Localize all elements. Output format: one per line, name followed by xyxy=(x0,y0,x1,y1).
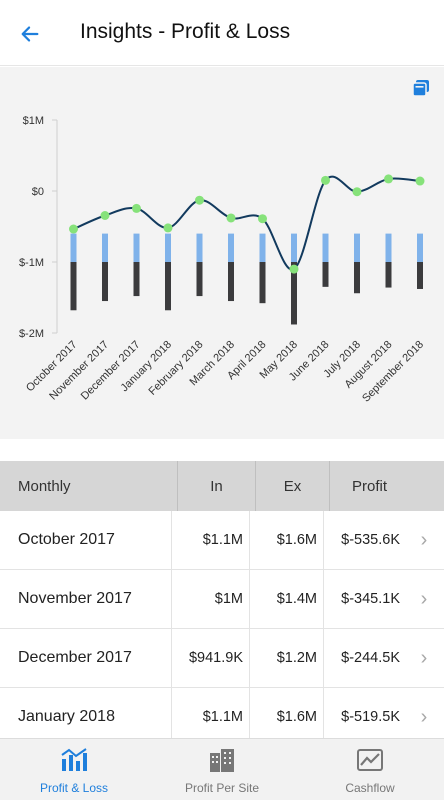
tab-profit-per-site[interactable]: Profit Per Site xyxy=(148,739,296,800)
row-in: $941.9K xyxy=(172,628,250,688)
row-in: $1M xyxy=(172,569,250,629)
income-bar xyxy=(102,233,108,266)
profit-point xyxy=(163,223,173,233)
row-ex: $1.2M xyxy=(250,628,324,688)
row-ex: $1.6M xyxy=(250,687,324,738)
y-tick-label: $0 xyxy=(32,186,44,198)
row-ex: $1.6M xyxy=(250,511,324,570)
expense-bar xyxy=(259,262,266,304)
table-row[interactable]: November 2017 $1M $1.4M $-345.1K › xyxy=(0,569,444,629)
table-header: Monthly In Ex Profit xyxy=(0,461,444,511)
expense-bar xyxy=(228,262,234,302)
row-ex: $1.4M xyxy=(250,569,324,629)
page-title: Insights - Profit & Loss xyxy=(80,20,291,43)
y-tick-label: $-1M xyxy=(19,257,44,269)
row-month: December 2017 xyxy=(0,628,172,688)
profit-point xyxy=(132,203,141,213)
row-profit: $-244.5K xyxy=(341,650,400,666)
app-header: Insights - Profit & Loss xyxy=(0,0,444,66)
profit-point xyxy=(352,187,362,197)
income-bar xyxy=(133,233,140,269)
bottom-tab-bar: Profit & Loss Profit Per Site Cashflow xyxy=(0,738,444,800)
tab-cashflow[interactable]: Cashflow xyxy=(296,739,444,800)
income-bar xyxy=(70,233,77,262)
row-profit: $-535.6K xyxy=(341,532,400,548)
y-tick-label: $-2M xyxy=(19,328,44,340)
row-month: October 2017 xyxy=(0,511,172,570)
row-in: $1.1M xyxy=(172,511,250,570)
tab-label: Cashflow xyxy=(345,781,395,795)
table-row[interactable]: January 2018 $1.1M $1.6M $-519.5K › xyxy=(0,687,444,738)
expense-bar xyxy=(133,262,140,297)
copy-icon xyxy=(412,80,429,97)
tab-profit-loss[interactable]: Profit & Loss xyxy=(0,739,148,800)
tab-label: Profit & Loss xyxy=(39,781,109,795)
profit-point xyxy=(226,213,236,223)
income-bar xyxy=(196,233,203,262)
bar-chart-icon xyxy=(61,748,87,771)
profit-point xyxy=(415,176,425,186)
expense-bar xyxy=(354,262,360,294)
table-row[interactable]: October 2017 $1.1M $1.6M $-535.6K › xyxy=(0,511,444,570)
profit-point xyxy=(195,195,204,205)
row-profit: $-519.5K xyxy=(341,709,400,725)
copy-button[interactable] xyxy=(412,79,430,97)
profit-point xyxy=(321,175,330,185)
header-ex: Ex xyxy=(256,461,330,511)
profit-point xyxy=(69,224,78,234)
back-button[interactable] xyxy=(14,18,46,50)
income-bar xyxy=(417,233,423,262)
expense-bar xyxy=(102,262,108,302)
y-tick-label: $1M xyxy=(23,115,44,127)
monthly-list[interactable]: October 2017 $1.1M $1.6M $-535.6K › Nove… xyxy=(0,511,444,738)
chevron-right-icon: › xyxy=(420,646,428,669)
header-monthly: Monthly xyxy=(0,461,178,511)
header-in: In xyxy=(178,461,256,511)
profit-point xyxy=(384,174,393,184)
income-bar xyxy=(228,233,234,267)
profit-point xyxy=(289,264,299,274)
row-in: $1.1M xyxy=(172,687,250,738)
income-bar xyxy=(385,233,392,264)
chevron-right-icon: › xyxy=(420,587,428,610)
expense-bar xyxy=(196,262,203,297)
expense-bar xyxy=(165,262,171,311)
row-month: January 2018 xyxy=(0,687,172,738)
line-chart-icon xyxy=(357,749,383,771)
chevron-right-icon: › xyxy=(420,528,428,551)
profit-line xyxy=(73,175,421,271)
row-profit: $-345.1K xyxy=(341,591,400,607)
income-bar xyxy=(291,233,297,262)
tab-label: Profit Per Site xyxy=(184,781,260,795)
buildings-icon xyxy=(210,749,234,772)
header-profit: Profit xyxy=(352,477,388,495)
income-bar xyxy=(259,233,266,264)
income-bar xyxy=(322,233,329,264)
expense-bar xyxy=(291,262,297,325)
expense-bar xyxy=(417,262,423,289)
chevron-right-icon: › xyxy=(420,705,428,728)
profit-point xyxy=(258,214,267,224)
profit-point xyxy=(100,210,110,220)
income-bar xyxy=(165,233,171,262)
income-bar xyxy=(354,233,360,262)
arrow-left-icon xyxy=(21,26,39,42)
chart-panel: $1M $0 $-1M $-2M October 2017 November 2017 De… xyxy=(0,67,444,439)
expense-bar xyxy=(70,262,77,311)
table-row[interactable]: December 2017 $941.9K $1.2M $-244.5K › xyxy=(0,628,444,688)
row-month: November 2017 xyxy=(0,569,172,629)
expense-bar xyxy=(322,262,329,287)
expense-bar xyxy=(385,262,392,288)
